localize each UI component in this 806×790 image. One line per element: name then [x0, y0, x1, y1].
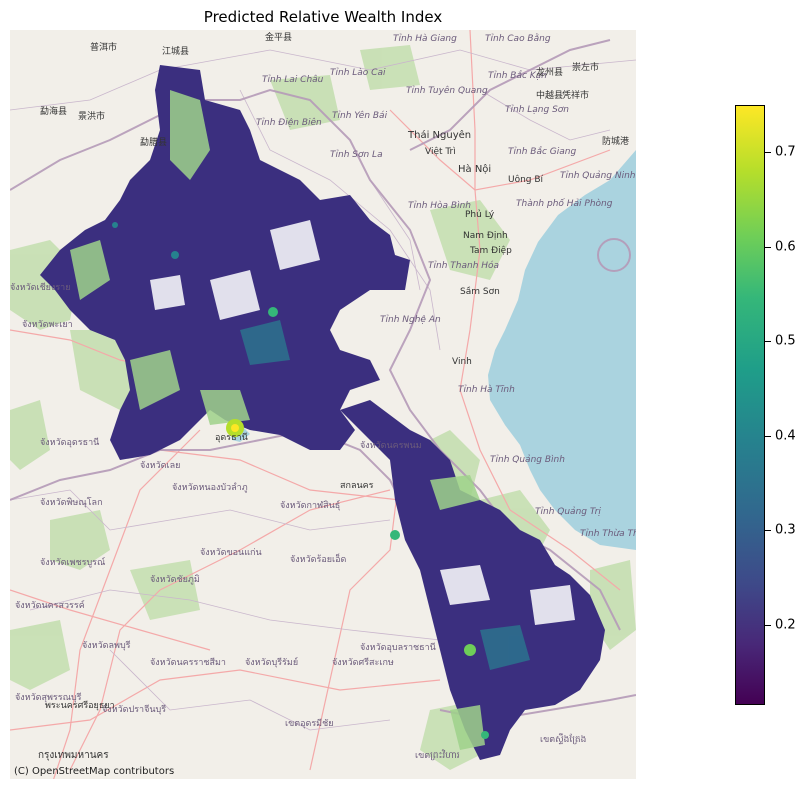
- place-label: อุดรธานี: [215, 432, 248, 443]
- place-labels: Hà Nội Thái Nguyên Nam Định Vinh Sầm Sơn…: [10, 31, 636, 761]
- place-label: 金平县: [265, 31, 292, 43]
- place-label: จังหวัดอุดรธานี: [40, 437, 99, 448]
- place-label: Uông Bí: [508, 174, 544, 185]
- place-label: Tỉnh Bắc Kạn: [488, 70, 547, 81]
- place-label: 勐腊县: [140, 136, 167, 148]
- rwi-raster: [40, 65, 605, 760]
- place-label: Tỉnh Điện Biên: [256, 117, 322, 128]
- rwi-hotspots: [112, 222, 489, 739]
- place-label: Tỉnh Sơn La: [330, 149, 383, 160]
- place-label: Tỉnh Quảng Bình: [490, 454, 565, 465]
- place-label: Tỉnh Tuyên Quang: [406, 85, 488, 96]
- place-label: จังหวัดปราจีนบุรี: [102, 704, 166, 715]
- place-label: Tỉnh Lai Châu: [262, 74, 324, 85]
- place-label: 崇左市: [572, 61, 599, 73]
- place-label: Tỉnh Lạng Sơn: [505, 104, 569, 115]
- map-canvas: Hà Nội Thái Nguyên Nam Định Vinh Sầm Sơn…: [10, 30, 636, 779]
- colorbar-tick: [765, 341, 771, 343]
- place-label: 龙州县: [536, 66, 563, 78]
- place-label: Nam Định: [463, 231, 508, 241]
- rwi-variation: [70, 90, 575, 750]
- place-label: จังหวัดบุรีรัมย์: [245, 656, 298, 668]
- place-label: Thái Nguyên: [407, 129, 471, 141]
- place-label: จังหวัดชัยภูมิ: [150, 574, 200, 585]
- place-label: จังหวัดนครสวรรค์: [15, 599, 85, 611]
- place-label: จังหวัดนครราชสีมา: [150, 657, 226, 668]
- map-title: Predicted Relative Wealth Index: [203, 8, 443, 26]
- place-label: Tỉnh Thừa Thiên Huế: [580, 528, 636, 539]
- place-label: Vinh: [452, 357, 472, 367]
- place-label: เขตព្រះវិហារ: [415, 749, 460, 761]
- place-label: จังหวัดกาฬสินธุ์: [280, 499, 340, 511]
- colorbar-tick: [765, 435, 771, 437]
- colorbar-tick: [765, 530, 771, 532]
- place-label: เขตอุดรมีชัย: [285, 718, 333, 729]
- place-label: จังหวัดพะเยา: [22, 320, 73, 330]
- place-label: Tỉnh Quảng Ninh: [560, 170, 636, 181]
- basemap[interactable]: Hà Nội Thái Nguyên Nam Định Vinh Sầm Sơn…: [10, 30, 636, 779]
- place-label: 普洱市: [90, 41, 117, 53]
- place-label: จังหวัดเลย: [140, 461, 180, 471]
- place-label: Sầm Sơn: [460, 286, 500, 297]
- place-label: 防城港: [602, 135, 629, 147]
- place-label: Phủ Lý: [465, 209, 495, 220]
- map-attribution: (C) OpenStreetMap contributors: [14, 766, 175, 777]
- place-label: จังหวัดเชียงราย: [10, 282, 71, 293]
- place-label: Tỉnh Bắc Giang: [508, 146, 576, 157]
- place-label: จังหวัดศรีสะเกษ: [332, 657, 394, 668]
- place-label: จังหวัดสุพรรณบุรี: [15, 692, 82, 703]
- colorbar-tick-label: 0.5: [775, 333, 796, 349]
- place-label: Tỉnh Yên Bái: [332, 110, 388, 121]
- place-label: Tỉnh Cao Bằng: [485, 33, 551, 44]
- colorbar-tick: [765, 152, 771, 154]
- colorbar-tick: [765, 624, 771, 626]
- place-label: จังหวัดขอนแก่น: [200, 548, 262, 558]
- place-label: 勐海县: [40, 105, 67, 117]
- colorbar-tick-label: 0.2: [775, 617, 796, 633]
- place-label: 中越县: [536, 89, 563, 101]
- colorbar-tick-label: 0.4: [775, 428, 796, 444]
- place-label: Tam Điệp: [469, 245, 512, 256]
- place-label: จังหวัดนครพนม: [360, 441, 422, 451]
- place-label: Việt Trì: [425, 146, 456, 157]
- place-label: Thành phố Hải Phòng: [516, 198, 613, 209]
- colorbar-tick: [765, 246, 771, 248]
- place-label: จังหวัดเพชรบูรณ์: [40, 556, 105, 568]
- place-label: กรุงเทพมหานคร: [38, 750, 109, 761]
- place-label: Hà Nội: [458, 163, 491, 175]
- place-label: Tỉnh Hà Tĩnh: [458, 384, 515, 395]
- place-label: เขตស្ទឹងត្រែង: [540, 733, 586, 745]
- place-label: จังหวัดอุบลราชธานี: [360, 642, 436, 653]
- place-label: Tỉnh Hà Giang: [393, 33, 457, 44]
- admin-boundaries: [10, 49, 636, 731]
- place-label: 凭祥市: [562, 89, 589, 101]
- place-label: Tỉnh Lào Cai: [330, 67, 386, 78]
- place-label: พระนครศรีอยุธยา: [45, 700, 115, 711]
- place-label: Tỉnh Hòa Bình: [408, 200, 471, 211]
- place-label: 景洪市: [78, 110, 105, 122]
- gulf-of-tonkin: [488, 150, 636, 550]
- place-label: จังหวัดหนองบัวลำภู: [172, 482, 248, 493]
- colorbar-tick-label: 0.3: [775, 522, 796, 538]
- place-label: 江城县: [162, 46, 189, 57]
- place-label: Tỉnh Nghệ An: [380, 314, 441, 325]
- place-label: สกลนคร: [340, 481, 374, 491]
- place-label: Tỉnh Thanh Hóa: [428, 260, 499, 271]
- colorbar-tick-label: 0.7: [775, 144, 796, 160]
- place-label: จังหวัดพิษณุโลก: [40, 497, 103, 508]
- colorbar: [735, 105, 765, 705]
- place-label: Tỉnh Quảng Trị: [535, 506, 601, 517]
- place-label: จังหวัดร้อยเอ็ด: [290, 552, 346, 565]
- colorbar-tick-label: 0.6: [775, 239, 796, 255]
- place-label: จังหวัดลพบุรี: [82, 640, 131, 651]
